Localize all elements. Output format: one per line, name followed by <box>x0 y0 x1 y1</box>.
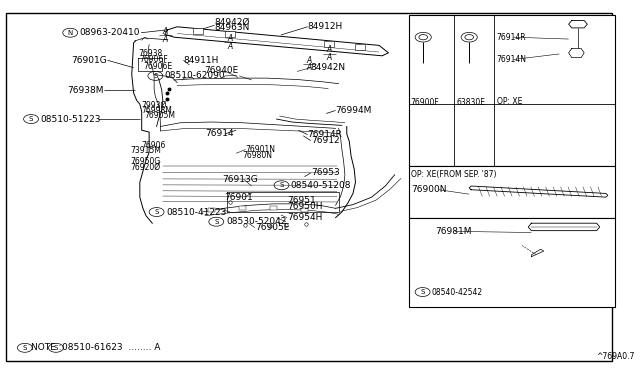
Bar <box>409 15 615 166</box>
Text: 08510-61623  ........ A: 08510-61623 ........ A <box>62 343 161 352</box>
Text: OP: XE: OP: XE <box>497 97 522 106</box>
Bar <box>269 206 277 210</box>
Text: ^769A0.7: ^769A0.7 <box>596 352 635 361</box>
Text: A: A <box>327 45 332 54</box>
Text: S: S <box>29 116 33 122</box>
Text: 08530-52042: 08530-52042 <box>226 217 287 226</box>
Text: 08963-20410: 08963-20410 <box>79 28 140 37</box>
Text: 76906E: 76906E <box>143 62 172 71</box>
Text: 76901: 76901 <box>224 193 252 202</box>
Text: 76901G: 76901G <box>72 56 108 65</box>
Text: S: S <box>54 345 58 351</box>
Text: A: A <box>163 35 168 44</box>
Text: S: S <box>279 182 284 188</box>
Text: 76900N: 76900N <box>412 185 447 194</box>
Bar <box>207 208 215 212</box>
Text: 7993Ø: 7993Ø <box>141 100 167 109</box>
Text: 76906F: 76906F <box>140 55 168 64</box>
Text: 76912: 76912 <box>311 136 339 145</box>
Text: A: A <box>227 34 232 43</box>
Text: N: N <box>68 30 73 36</box>
Text: 08510-41223: 08510-41223 <box>166 208 227 217</box>
Text: 63830E: 63830E <box>457 98 486 107</box>
Text: 76900F: 76900F <box>411 98 440 107</box>
Text: 76914R: 76914R <box>496 33 525 42</box>
Text: 08510-51223: 08510-51223 <box>40 115 101 124</box>
Text: 84942N: 84942N <box>311 63 346 72</box>
Text: 76914: 76914 <box>205 129 234 138</box>
Text: A: A <box>307 56 312 65</box>
Text: S: S <box>22 345 27 351</box>
Text: 84911H: 84911H <box>183 56 219 65</box>
Bar <box>239 206 246 210</box>
Text: 08510-62090: 08510-62090 <box>164 71 225 80</box>
Text: 76994M: 76994M <box>335 106 372 115</box>
Text: 76940E: 76940E <box>204 66 238 75</box>
Text: 08540-42542: 08540-42542 <box>432 288 483 296</box>
Text: 76905M: 76905M <box>145 111 176 120</box>
Text: A: A <box>327 53 332 62</box>
Text: 76953: 76953 <box>311 169 339 177</box>
Bar <box>324 41 334 47</box>
Text: S: S <box>154 209 159 215</box>
Text: 76914R: 76914R <box>308 130 342 139</box>
Text: 84963N: 84963N <box>214 23 250 32</box>
Bar <box>301 208 308 212</box>
Bar <box>409 166 615 218</box>
Text: 84912H: 84912H <box>308 22 343 31</box>
Text: A: A <box>163 27 168 36</box>
Text: NOTE :: NOTE : <box>31 343 65 352</box>
Text: 76913G: 76913G <box>222 175 258 184</box>
Text: A: A <box>307 63 312 72</box>
Text: OP: XE(FROM SEP. '87): OP: XE(FROM SEP. '87) <box>412 170 497 179</box>
Text: 76920Ø: 76920Ø <box>131 163 161 172</box>
Text: 76938M: 76938M <box>67 86 104 94</box>
Text: 76950H: 76950H <box>287 202 323 211</box>
Text: 84942Ø: 84942Ø <box>214 18 250 27</box>
Text: 76906: 76906 <box>141 141 166 150</box>
Text: S: S <box>214 219 218 225</box>
Text: 73915M: 73915M <box>131 146 161 155</box>
Bar <box>193 28 203 34</box>
Text: 76901N: 76901N <box>246 145 275 154</box>
Bar <box>225 31 235 37</box>
Text: S: S <box>420 289 425 295</box>
Text: 76938: 76938 <box>138 49 162 58</box>
Text: 76950G: 76950G <box>131 157 161 166</box>
Bar <box>355 44 365 50</box>
Text: S: S <box>153 73 157 79</box>
Text: A: A <box>227 42 232 51</box>
Text: 76905E: 76905E <box>255 223 289 232</box>
Text: 76998M: 76998M <box>141 106 173 115</box>
Text: 76981M: 76981M <box>435 227 472 236</box>
Bar <box>409 218 615 307</box>
Text: 08540-51208: 08540-51208 <box>291 181 351 190</box>
Text: 76951: 76951 <box>287 196 316 205</box>
Text: 76914N: 76914N <box>496 55 526 64</box>
Text: 76954H: 76954H <box>287 213 323 222</box>
Text: 76980N: 76980N <box>243 151 273 160</box>
